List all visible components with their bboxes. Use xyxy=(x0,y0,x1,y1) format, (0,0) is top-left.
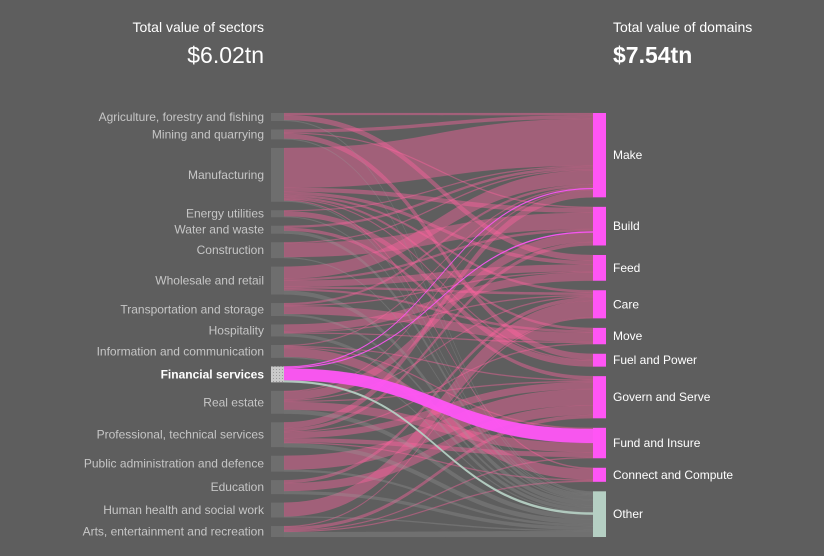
domain-node[interactable] xyxy=(593,491,606,537)
domain-label[interactable]: Make xyxy=(613,148,643,162)
domain-node[interactable] xyxy=(593,290,606,319)
sector-label[interactable]: Education xyxy=(211,480,264,494)
domain-node[interactable] xyxy=(593,254,606,281)
sector-label[interactable]: Mining and quarrying xyxy=(152,127,264,141)
sector-label[interactable]: Construction xyxy=(197,243,264,257)
sector-node[interactable] xyxy=(271,266,284,295)
sector-label[interactable]: Wholesale and retail xyxy=(155,274,264,288)
sector-label[interactable]: Financial services xyxy=(161,367,265,381)
domains-total-title: Total value of domains xyxy=(613,19,753,35)
sector-node[interactable] xyxy=(271,422,284,448)
sector-node[interactable] xyxy=(271,129,284,140)
sector-node[interactable] xyxy=(271,210,284,218)
sector-node[interactable] xyxy=(271,324,284,337)
sector-label[interactable]: Water and waste xyxy=(174,223,264,237)
sector-label[interactable]: Arts, entertainment and recreation xyxy=(83,525,264,539)
sector-node[interactable] xyxy=(271,526,284,537)
sector-label[interactable]: Public administration and defence xyxy=(84,457,264,471)
flow xyxy=(283,272,594,332)
sector-node[interactable] xyxy=(271,113,284,121)
domain-label[interactable]: Fund and Insure xyxy=(613,436,701,450)
domain-node[interactable] xyxy=(593,427,606,459)
sector-label[interactable]: Transportation and storage xyxy=(120,303,264,317)
sectors-total-value: $6.02tn xyxy=(187,42,264,68)
sector-node[interactable] xyxy=(271,366,284,383)
sector-label[interactable]: Information and communication xyxy=(97,344,264,358)
sector-node[interactable] xyxy=(271,147,284,202)
domain-node[interactable] xyxy=(593,113,606,198)
sector-node[interactable] xyxy=(271,344,284,358)
domain-node[interactable] xyxy=(593,327,606,345)
domain-label[interactable]: Govern and Serve xyxy=(613,390,711,404)
sector-label[interactable]: Human health and social work xyxy=(103,503,265,517)
sector-label[interactable]: Hospitality xyxy=(209,323,264,337)
domains-total-value: $7.54tn xyxy=(613,42,693,68)
sector-label[interactable]: Agriculture, forestry and fishing xyxy=(99,110,264,124)
flow xyxy=(283,530,594,538)
domain-label[interactable]: Move xyxy=(613,329,643,343)
sector-label[interactable]: Manufacturing xyxy=(188,168,264,182)
sectors-total-title: Total value of sectors xyxy=(132,19,264,35)
domain-label[interactable]: Other xyxy=(613,507,643,521)
flow xyxy=(283,112,594,116)
domain-label[interactable]: Build xyxy=(613,219,640,233)
sector-node[interactable] xyxy=(271,303,284,317)
domain-node[interactable] xyxy=(593,376,606,419)
sector-node[interactable] xyxy=(271,455,284,472)
domain-label[interactable]: Connect and Compute xyxy=(613,468,733,482)
sector-node[interactable] xyxy=(271,480,284,495)
domain-label[interactable]: Feed xyxy=(613,261,640,275)
sector-node[interactable] xyxy=(271,390,284,414)
sector-label[interactable]: Energy utilities xyxy=(186,207,264,221)
domain-label[interactable]: Fuel and Power xyxy=(613,353,697,367)
domain-node[interactable] xyxy=(593,467,606,482)
domain-node[interactable] xyxy=(593,353,606,367)
flow xyxy=(283,456,594,532)
sector-label[interactable]: Real estate xyxy=(203,395,264,409)
sector-label[interactable]: Professional, technical services xyxy=(97,428,264,442)
sector-node[interactable] xyxy=(271,502,284,518)
sector-node[interactable] xyxy=(271,242,284,259)
sector-node[interactable] xyxy=(271,225,284,234)
domain-label[interactable]: Care xyxy=(613,297,639,311)
domain-node[interactable] xyxy=(593,206,606,246)
